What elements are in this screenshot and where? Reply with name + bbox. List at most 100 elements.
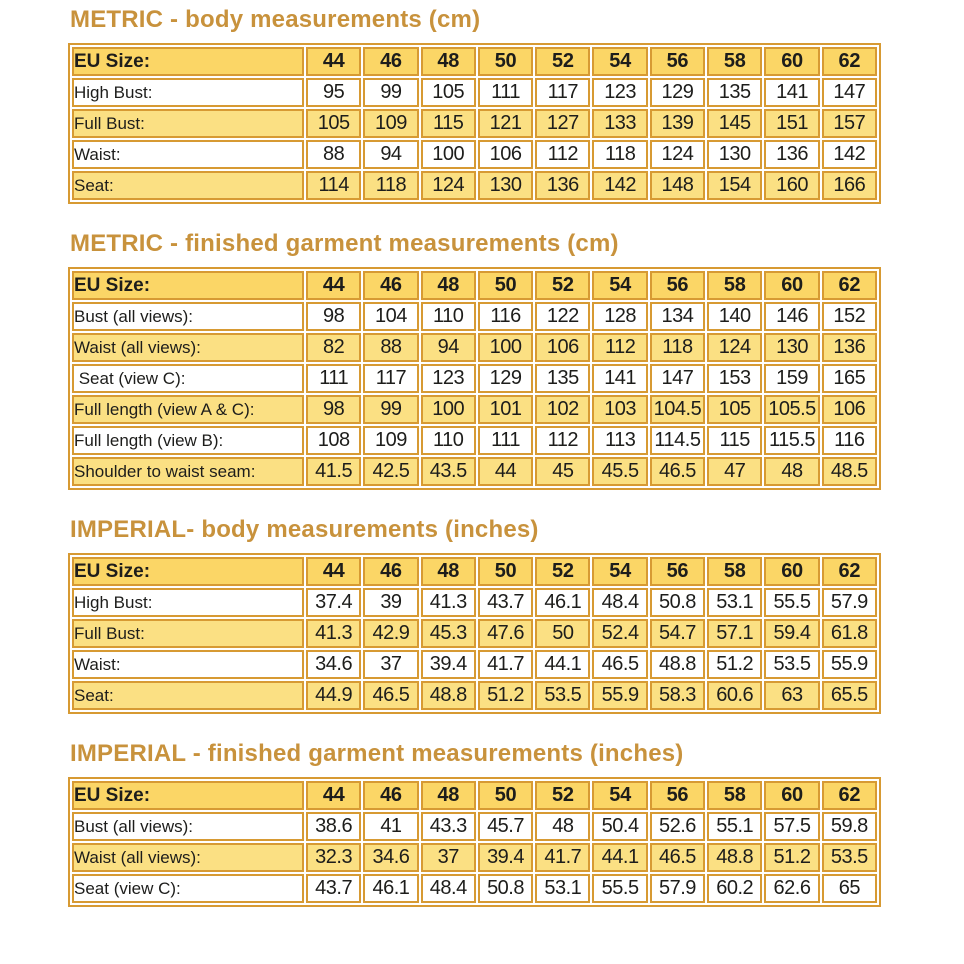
measurement-value: 41.3: [306, 619, 362, 648]
size-header-row: EU Size: 44 46 48 50 52 54 56 58 60 62: [72, 47, 877, 76]
measurement-label: Seat (view C):: [72, 874, 304, 903]
measurement-value: 112: [592, 333, 648, 362]
measurement-row: Full Bust: 41.3 42.9 45.3 47.6 50 52.4 54.7 57.1…: [72, 619, 877, 648]
measurement-value: 54.7: [649, 619, 706, 648]
measurement-value: 142: [821, 140, 877, 169]
measurement-row: Full Bust: 105 109 115 121 127 133 139 145 151 157: [72, 109, 877, 138]
size-header-row: EU Size: 44 46 48 50 52 54 56 58 60 62: [72, 557, 877, 586]
measurement-value: 46.5: [592, 650, 648, 679]
size-header-cell: 56: [649, 557, 706, 586]
measurement-value: 39.4: [477, 843, 534, 872]
measurement-value: 48.8: [420, 681, 476, 710]
measurement-value: 34.6: [306, 650, 362, 679]
measurement-value: 53.1: [535, 874, 591, 903]
measurement-value: 105: [306, 109, 362, 138]
measurement-value: 106: [821, 395, 877, 424]
measurement-value: 151: [764, 109, 820, 138]
measurement-value: 55.5: [764, 588, 820, 617]
measurement-value: 50.4: [592, 812, 648, 841]
size-header-cell: 60: [764, 781, 820, 810]
measurement-value: 50: [535, 619, 591, 648]
measurement-row: Waist: 88 94 100 106 112 118 124 130 136 142: [72, 140, 877, 169]
measurement-value: 99: [363, 395, 419, 424]
measurement-value: 129: [477, 364, 534, 393]
measurement-value: 124: [420, 171, 476, 200]
measurement-value: 44.9: [306, 681, 362, 710]
section-metric-finished-garment: METRIC - finished garment measurements (…: [68, 231, 964, 490]
measurement-value: 42.9: [363, 619, 419, 648]
measurement-value: 116: [477, 302, 534, 331]
measurement-value: 61.8: [821, 619, 877, 648]
measurement-label: High Bust:: [72, 78, 304, 107]
measurement-value: 57.9: [649, 874, 706, 903]
size-header-row: EU Size: 44 46 48 50 52 54 56 58 60 62: [72, 781, 877, 810]
measurement-value: 109: [363, 109, 419, 138]
measurement-value: 48.8: [649, 650, 706, 679]
measurement-value: 60.2: [707, 874, 763, 903]
measurement-value: 140: [707, 302, 763, 331]
measurement-value: 123: [420, 364, 476, 393]
measurement-row: High Bust: 95 99 105 111 117 123 129 135 141 147: [72, 78, 877, 107]
measurement-value: 157: [821, 109, 877, 138]
measurement-value: 59.8: [821, 812, 877, 841]
measurement-value: 133: [592, 109, 648, 138]
measurement-value: 39: [363, 588, 419, 617]
measurement-value: 42.5: [363, 457, 419, 486]
measurement-value: 105: [420, 78, 476, 107]
measurement-value: 46.1: [363, 874, 419, 903]
measurement-value: 124: [707, 333, 763, 362]
measurement-label: Full Bust:: [72, 109, 304, 138]
size-header-cell: 52: [535, 47, 591, 76]
measurement-label: Bust (all views):: [72, 812, 304, 841]
measurement-value: 141: [764, 78, 820, 107]
measurement-value: 115: [420, 109, 476, 138]
measurement-value: 146: [764, 302, 820, 331]
eu-size-label: EU Size:: [72, 47, 304, 76]
measurement-label: Seat:: [72, 681, 304, 710]
size-header-cell: 60: [764, 271, 820, 300]
measurement-value: 117: [363, 364, 419, 393]
measurement-value: 100: [420, 395, 476, 424]
measurement-value: 101: [477, 395, 534, 424]
measurement-value: 43.5: [420, 457, 476, 486]
measurement-label: Waist (all views):: [72, 843, 304, 872]
size-header-cell: 62: [821, 47, 877, 76]
measurement-value: 53.5: [821, 843, 877, 872]
measurement-row: High Bust: 37.4 39 41.3 43.7 46.1 48.4 50.8 53.1…: [72, 588, 877, 617]
measurement-label: Full length (view B):: [72, 426, 304, 455]
measurement-value: 57.9: [821, 588, 877, 617]
measurement-value: 62.6: [764, 874, 820, 903]
measurement-value: 145: [707, 109, 763, 138]
measurement-value: 165: [821, 364, 877, 393]
measurement-value: 129: [649, 78, 706, 107]
measurement-value: 118: [363, 171, 419, 200]
size-header-cell: 56: [649, 47, 706, 76]
measurement-value: 142: [592, 171, 648, 200]
measurement-value: 130: [707, 140, 763, 169]
measurement-value: 110: [420, 302, 476, 331]
measurement-value: 147: [821, 78, 877, 107]
size-header-cell: 46: [363, 47, 419, 76]
measurement-value: 45.5: [592, 457, 648, 486]
measurement-value: 148: [649, 171, 706, 200]
measurement-value: 41.5: [306, 457, 362, 486]
size-header-cell: 52: [535, 781, 591, 810]
measurement-value: 52.4: [592, 619, 648, 648]
measurement-value: 57.5: [764, 812, 820, 841]
section-title: METRIC - body measurements (cm): [70, 6, 481, 33]
measurement-value: 114.5: [649, 426, 706, 455]
measurement-value: 98: [306, 395, 362, 424]
measurement-value: 44: [477, 457, 534, 486]
measurement-value: 82: [306, 333, 362, 362]
section-imperial-finished-garment: IMPERIAL - finished garment measurements…: [68, 741, 964, 907]
measurement-value: 122: [535, 302, 591, 331]
measurement-value: 94: [363, 140, 419, 169]
measurement-value: 48.4: [420, 874, 476, 903]
measurement-row: Bust (all views): 38.6 41 43.3 45.7 48 50.4 52.…: [72, 812, 877, 841]
size-header-cell: 44: [306, 271, 362, 300]
imperial-finished-garment-table: EU Size: 44 46 48 50 52 54 56 58 60 62 Bust (all vi…: [68, 777, 881, 907]
measurement-value: 117: [535, 78, 591, 107]
measurement-value: 39.4: [420, 650, 476, 679]
measurement-value: 166: [821, 171, 877, 200]
measurement-value: 108: [306, 426, 362, 455]
